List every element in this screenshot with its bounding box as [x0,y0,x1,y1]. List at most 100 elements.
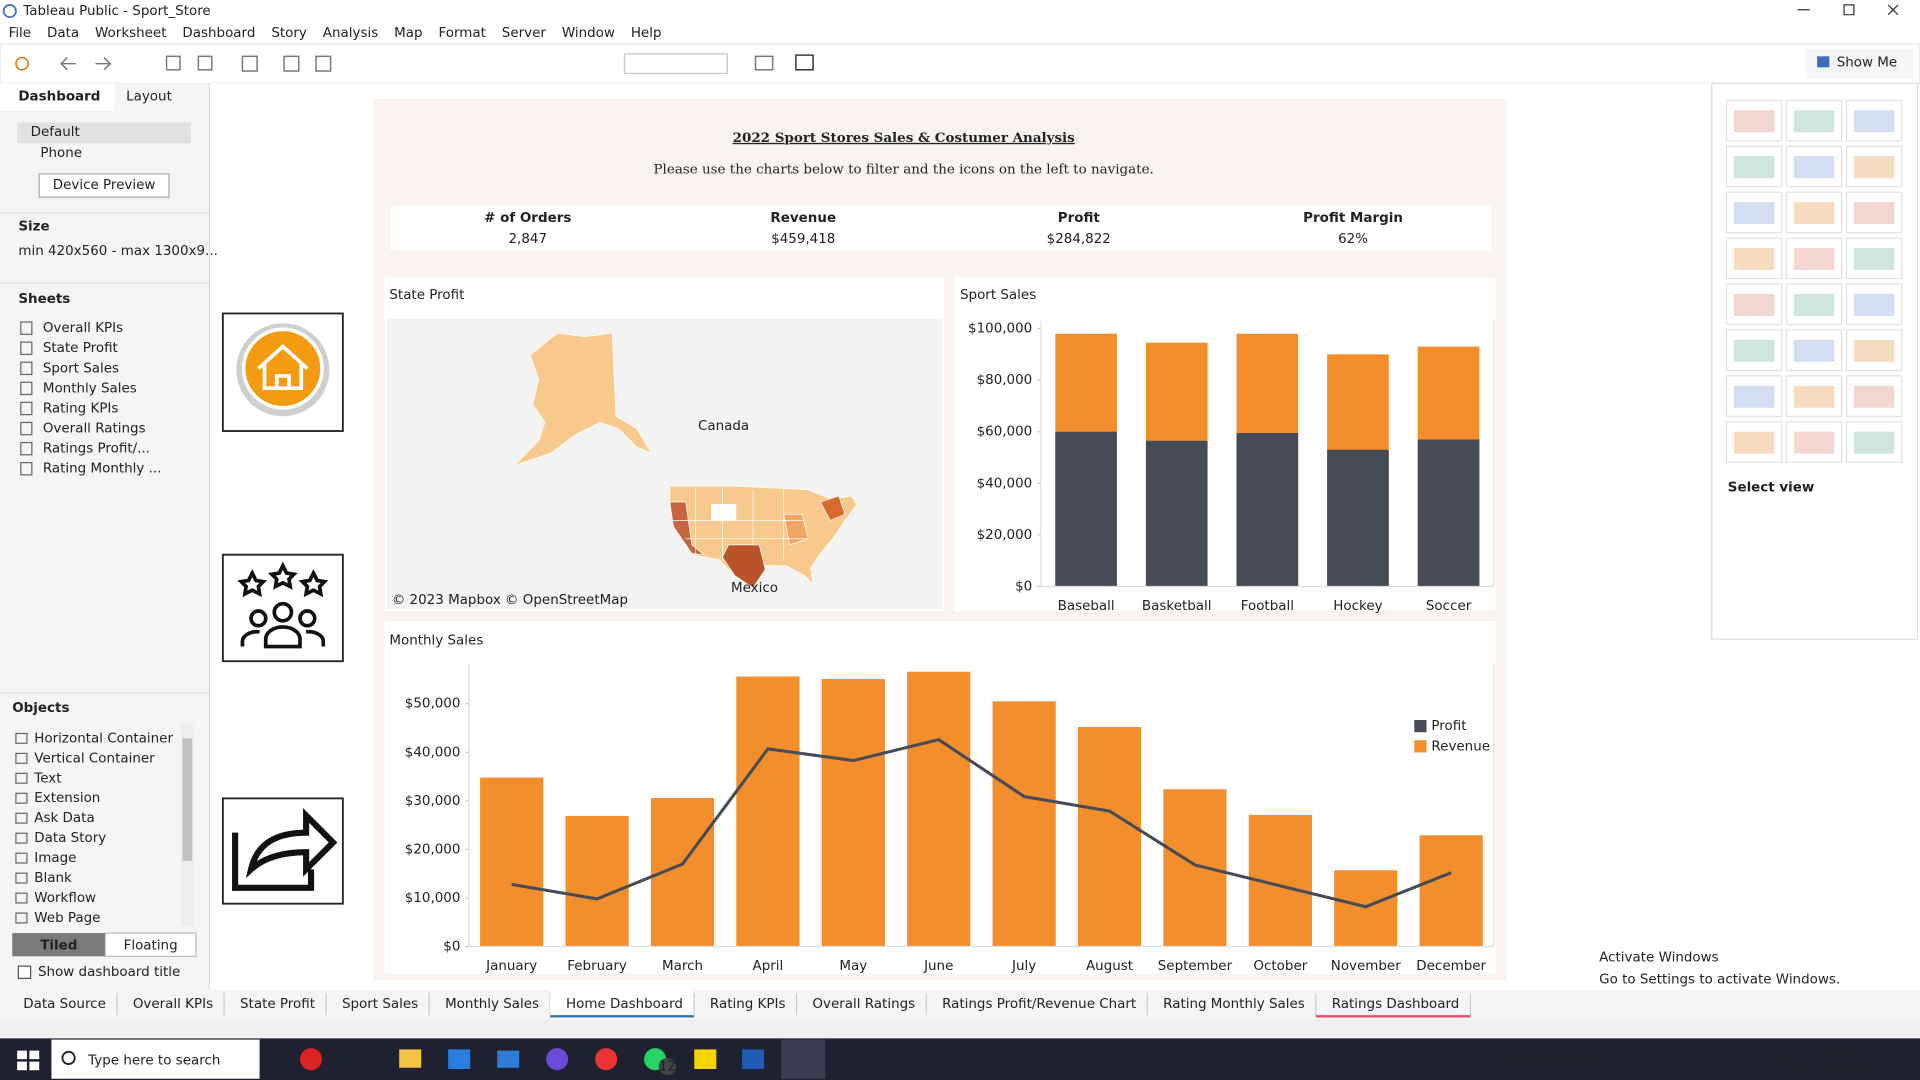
sheet-item[interactable]: Rating Monthly ... [43,462,162,477]
sheet-item[interactable]: Overall KPIs [43,321,123,336]
sport-panel [953,276,1497,612]
object-icon [15,852,28,864]
watermark-title: Activate Windows [1599,951,1718,966]
menu-item[interactable]: Server [502,26,547,41]
sheet-item[interactable]: Rating KPIs [43,401,119,416]
object-item[interactable]: Ask Data [34,811,94,826]
sheet-tab[interactable]: Home Dashboard [550,989,695,1019]
bar[interactable] [907,671,971,947]
menu-item[interactable]: Analysis [323,26,378,41]
sheet-item[interactable]: State Profit [43,341,118,356]
size-dropdown[interactable]: min 420x560 - max 1300x9... [18,244,218,259]
sheet-tab[interactable]: Data Source [23,993,118,1016]
tiled-button[interactable] [12,933,106,957]
sheet-tab-label[interactable]: Rating Monthly Sales [1163,997,1305,1012]
sheet-tab[interactable]: Ratings Dashboard [1315,993,1472,1018]
bar[interactable] [992,701,1056,947]
object-item[interactable]: Horizontal Container [34,731,173,746]
start-button[interactable] [17,1050,40,1071]
chart-type-grid[interactable] [1725,99,1903,463]
menu-item[interactable]: Worksheet [95,26,166,41]
object-item[interactable]: Extension [34,791,100,806]
menu-item[interactable]: Window [562,26,615,41]
x-tick-label: May [839,959,867,974]
sheet-tab[interactable]: State Profit [240,993,327,1016]
device-preview-button[interactable] [38,173,170,198]
sheet-tab[interactable]: Monthly Sales [445,993,551,1016]
bar[interactable] [480,777,544,947]
bar[interactable] [1077,727,1142,947]
legend-label[interactable]: Profit [1431,719,1466,734]
object-item[interactable]: Blank [34,871,72,886]
sheet-tab[interactable]: Sport Sales [342,993,430,1016]
menu-item[interactable]: Help [631,26,662,41]
sheet-item[interactable]: Monthly Sales [43,381,137,396]
bar[interactable] [1163,789,1227,947]
sheet-tab-label[interactable]: Monthly Sales [445,997,539,1012]
bar[interactable] [1236,433,1299,587]
bar[interactable] [821,678,885,947]
object-icon [15,792,28,804]
object-item[interactable]: Image [34,851,76,866]
active-tab [550,989,694,1019]
panel-tab[interactable]: Layout [126,90,172,105]
bar[interactable] [1055,431,1117,587]
badge [658,1057,676,1076]
thumbnail-graphic [1793,293,1835,316]
sheet-tab-label[interactable]: Overall KPIs [133,997,213,1012]
sheet-tab-label[interactable]: Home Dashboard [566,997,683,1012]
map-area [386,318,943,609]
object-item[interactable]: Vertical Container [34,751,155,766]
sheet-item[interactable]: Overall Ratings [43,422,146,437]
bar[interactable] [565,815,629,947]
bar[interactable] [1419,835,1483,947]
object-item[interactable]: Text [33,771,61,786]
device-option[interactable]: Phone [40,146,82,161]
scroll-thumb[interactable] [182,738,193,861]
sheet-tab[interactable]: Ratings Profit/Revenue Chart [942,993,1148,1016]
bar[interactable] [736,676,800,947]
menu-item[interactable]: File [9,26,32,41]
sheet-tab-label[interactable]: Overall Ratings [812,997,915,1012]
sheet-item[interactable]: Ratings Profit/... [43,442,150,457]
status-bar [0,1018,1920,1039]
sheet-tab-label[interactable]: Data Source [23,997,106,1012]
sheet-tab-label[interactable]: Rating KPIs [710,997,786,1012]
sheet-tab[interactable]: Overall Ratings [812,993,927,1016]
selected-device[interactable] [17,122,192,144]
menu-item[interactable]: Data [47,26,79,41]
bar[interactable] [1334,870,1398,947]
floating-button[interactable] [104,932,197,957]
sheet-tab-label[interactable]: State Profit [240,997,315,1012]
map-attribution: © 2023 Mapbox © OpenStreetMap [392,593,628,608]
share-glyph [232,808,338,891]
map [514,332,858,591]
bar[interactable] [1327,449,1389,587]
sheet-tab[interactable]: Rating Monthly Sales [1163,993,1317,1016]
search-box[interactable] [51,1039,260,1079]
menu-item[interactable]: Map [394,26,422,41]
sheet-tab-label[interactable]: Sport Sales [342,997,418,1012]
device-option[interactable]: Default [31,125,80,140]
object-item[interactable]: Data Story [34,831,106,846]
sheet-icon [20,361,33,376]
menu-item[interactable]: Dashboard [182,26,255,41]
object-item[interactable]: Web Page [34,911,100,926]
sheet-item[interactable]: Sport Sales [43,361,119,376]
sheet-tab[interactable]: Rating KPIs [710,993,798,1016]
active-panel-tab[interactable] [0,83,114,111]
object-item[interactable]: Workflow [34,891,96,906]
y-tick-label: $20,000 [977,528,1033,543]
sheet-tab-label[interactable]: Ratings Profit/Revenue Chart [942,997,1136,1012]
sheet-tab-label[interactable]: Ratings Dashboard [1332,997,1460,1012]
menu-item[interactable]: Story [271,26,307,41]
bar[interactable] [1145,440,1208,587]
panel-tab[interactable]: Dashboard [18,90,100,105]
bar[interactable] [1417,439,1480,587]
menu-item[interactable]: Format [438,26,485,41]
legend-label[interactable]: Revenue [1431,739,1490,754]
checkbox[interactable] [17,965,32,979]
window-controls[interactable] [1797,4,1899,16]
sheet-tab[interactable]: Overall KPIs [133,993,225,1016]
